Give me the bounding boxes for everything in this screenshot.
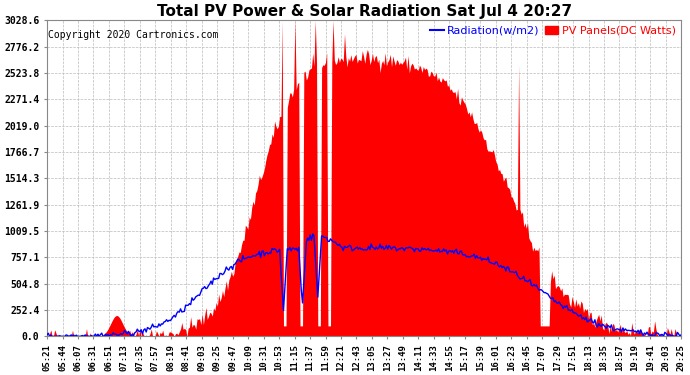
Text: Copyright 2020 Cartronics.com: Copyright 2020 Cartronics.com — [48, 30, 219, 40]
Title: Total PV Power & Solar Radiation Sat Jul 4 20:27: Total PV Power & Solar Radiation Sat Jul… — [157, 4, 572, 19]
Legend: Radiation(w/m2), PV Panels(DC Watts): Radiation(w/m2), PV Panels(DC Watts) — [431, 26, 676, 36]
